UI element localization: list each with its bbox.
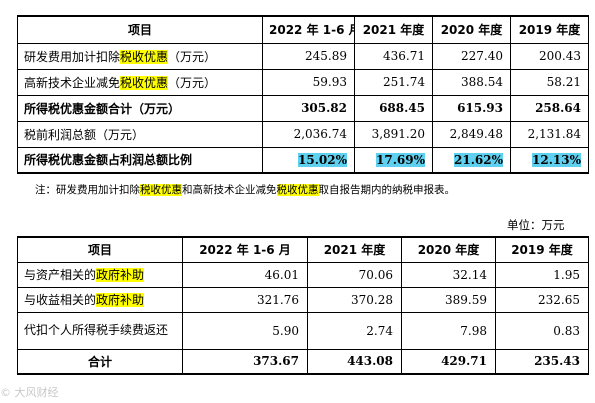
cell-value: 443.08 — [307, 348, 402, 375]
column-header: 2020 年度 — [401, 236, 496, 263]
column-header: 项目 — [17, 236, 183, 263]
column-header: 2022 年 1-6 月 — [182, 236, 308, 263]
highlighted-term: 税收优惠 — [276, 184, 319, 196]
cell-value: 429.71 — [401, 348, 496, 375]
column-header: 2022 年 1-6 月 — [262, 15, 355, 44]
cell-value: 2,849.48 — [432, 120, 511, 148]
row-label: 税前利润总额（万元） — [17, 120, 263, 148]
highlighted-term: 税收优惠 — [120, 75, 169, 90]
highlighted-term: 政府补助 — [96, 293, 145, 307]
row-label: 研发费用加计扣除税收优惠（万元） — [17, 42, 263, 70]
table-row: 高新技术企业减免税收优惠（万元） 59.93 251.74 388.54 58.… — [17, 68, 589, 96]
cell-value: 15.02% — [262, 146, 355, 174]
column-header: 2019 年度 — [510, 15, 589, 44]
cell-value: 2.74 — [307, 311, 402, 350]
cell-value: 321.76 — [182, 286, 308, 313]
cell-value: 388.54 — [432, 68, 511, 96]
highlighted-term: 税收优惠 — [140, 184, 182, 196]
cell-value: 688.45 — [354, 94, 433, 122]
row-label: 与资产相关的政府补助 — [17, 261, 183, 288]
cell-value: 258.64 — [510, 94, 589, 122]
table-row: 所得税优惠金额合计（万元） 305.82 688.45 615.93 258.6… — [17, 94, 589, 122]
cell-value: 373.67 — [182, 348, 308, 375]
cell-value: 1.95 — [495, 261, 589, 288]
highlighted-value: 17.69% — [376, 152, 425, 167]
cell-value: 17.69% — [354, 146, 433, 174]
cell-value: 5.90 — [182, 311, 308, 350]
table-header-row: 项目 2022 年 1-6 月 2021 年度 2020 年度 2019 年度 — [17, 236, 589, 263]
cell-value: 59.93 — [262, 68, 355, 96]
cell-value: 21.62% — [432, 146, 511, 174]
cell-value: 305.82 — [262, 94, 355, 122]
cell-value: 245.89 — [262, 42, 355, 70]
highlighted-value: 21.62% — [454, 152, 503, 167]
table-row: 合计 373.67 443.08 429.71 235.43 — [17, 348, 589, 375]
highlighted-value: 12.13% — [532, 152, 581, 167]
cell-value: 58.21 — [510, 68, 589, 96]
cell-value: 370.28 — [307, 286, 402, 313]
row-label: 代扣个人所得税手续费返还 — [17, 311, 183, 350]
column-header: 2020 年度 — [432, 15, 511, 44]
cell-value: 0.83 — [495, 311, 589, 350]
table-header-row: 项目 2022 年 1-6 月 2021 年度 2020 年度 2019 年度 — [17, 15, 589, 44]
cell-value: 389.59 — [401, 286, 496, 313]
cell-value: 251.74 — [354, 68, 433, 96]
cell-value: 2,131.84 — [510, 120, 589, 148]
cell-value: 615.93 — [432, 94, 511, 122]
cell-value: 32.14 — [401, 261, 496, 288]
row-label: 高新技术企业减免税收优惠（万元） — [17, 68, 263, 96]
unit-label: 单位：万元 — [507, 218, 565, 232]
row-label: 合计 — [17, 348, 183, 375]
table-row: 所得税优惠金额占利润总额比例 15.02% 17.69% 21.62% 12.1… — [17, 146, 589, 174]
column-header: 2021 年度 — [307, 236, 402, 263]
cell-value: 70.06 — [307, 261, 402, 288]
cell-value: 200.43 — [510, 42, 589, 70]
column-header: 2021 年度 — [354, 15, 433, 44]
highlighted-term: 税收优惠 — [120, 49, 169, 64]
cell-value: 3,891.20 — [354, 120, 433, 148]
cell-value: 12.13% — [510, 146, 589, 174]
cell-value: 46.01 — [182, 261, 308, 288]
column-header: 2019 年度 — [495, 236, 589, 263]
watermark: © 大风财经 — [0, 386, 59, 399]
row-label: 所得税优惠金额占利润总额比例 — [17, 146, 263, 174]
highlighted-term: 政府补助 — [96, 268, 145, 282]
table-row: 与资产相关的政府补助 46.01 70.06 32.14 1.95 — [17, 261, 589, 288]
government-subsidy-table: 项目 2022 年 1-6 月 2021 年度 2020 年度 2019 年度 … — [17, 236, 589, 375]
cell-value: 235.43 — [495, 348, 589, 375]
table-row: 代扣个人所得税手续费返还 5.90 2.74 7.98 0.83 — [17, 311, 589, 350]
row-label: 所得税优惠金额合计（万元） — [17, 94, 263, 122]
table-note: 注：研发费用加计扣除税收优惠和高新技术企业减免税收优惠取自报告期内的纳税申报表。 — [35, 184, 455, 196]
cell-value: 7.98 — [401, 311, 496, 350]
table-row: 研发费用加计扣除税收优惠（万元） 245.89 436.71 227.40 20… — [17, 42, 589, 70]
highlighted-value: 15.02% — [298, 152, 347, 167]
cell-value: 232.65 — [495, 286, 589, 313]
column-header: 项目 — [17, 15, 263, 44]
cell-value: 2,036.74 — [262, 120, 355, 148]
row-label: 与收益相关的政府补助 — [17, 286, 183, 313]
cell-value: 436.71 — [354, 42, 433, 70]
table-row: 税前利润总额（万元） 2,036.74 3,891.20 2,849.48 2,… — [17, 120, 589, 148]
table-row: 与收益相关的政府补助 321.76 370.28 389.59 232.65 — [17, 286, 589, 313]
tax-incentive-table: 项目 2022 年 1-6 月 2021 年度 2020 年度 2019 年度 … — [17, 15, 589, 174]
cell-value: 227.40 — [432, 42, 511, 70]
